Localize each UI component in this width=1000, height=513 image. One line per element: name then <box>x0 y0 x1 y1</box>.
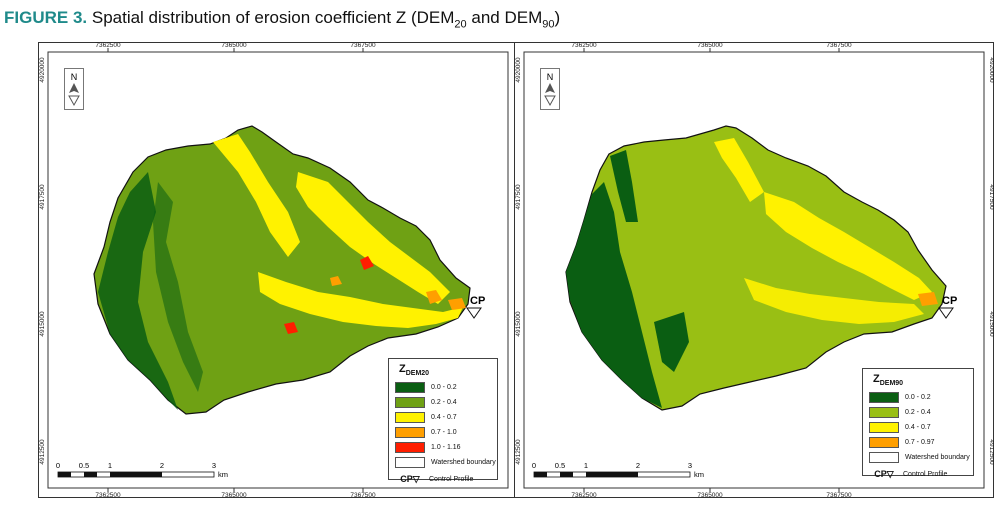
caption-end: ) <box>554 8 561 27</box>
legend-item: 0.7 - 1.0 <box>395 425 497 440</box>
bottom-tick-1: 7362500 <box>571 492 597 498</box>
zone-dem90-orange-1 <box>918 292 938 306</box>
legend-item: 0.2 - 0.4 <box>395 395 497 410</box>
legend-item: 0.7 - 0.97 <box>869 435 973 450</box>
cp-legend-icon: CP▽ <box>400 474 420 485</box>
scale-bar-dem90: 0 0.5 1 2 3 km <box>532 460 712 484</box>
zone-dem90-dark-patch <box>654 312 689 372</box>
scale-label-3: 3 <box>688 461 692 470</box>
legend-title: ZDEM20 <box>399 363 430 378</box>
bottom-tick-2: 7365000 <box>221 492 247 498</box>
watershed-map-dem20 <box>93 125 471 415</box>
scale-label-05: 0.5 <box>79 461 89 470</box>
scale-label-05: 0.5 <box>555 461 565 470</box>
cp-label-dem90: CP <box>942 295 957 307</box>
svg-text:N: N <box>547 72 554 82</box>
north-arrow-icon: N <box>64 68 84 110</box>
cp-label-dem20: CP <box>470 295 485 307</box>
cp-legend-icon: CP▽ <box>874 469 894 480</box>
zone-dem20-orange-2 <box>330 276 342 286</box>
zone-dem90-yellow-north <box>714 138 764 202</box>
svg-text:N: N <box>71 72 78 82</box>
legend-dem90: ZDEM90 0.0 - 0.2 0.2 - 0.4 0.4 - 0.7 0.7… <box>862 368 974 479</box>
left-tick-1: 4920000 <box>515 57 522 83</box>
zone-dem20-red-1 <box>360 256 374 270</box>
left-tick-2: 4917500 <box>39 184 46 210</box>
top-tick-1: 7362500 <box>571 42 597 49</box>
legend-item: 0.0 - 0.2 <box>395 380 497 395</box>
zone-dem20-red-2 <box>284 322 298 334</box>
scale-label-2: 2 <box>160 461 164 470</box>
zone-dem20-dark-west <box>98 172 178 410</box>
zone-dem20-orange-3 <box>448 298 466 310</box>
top-tick-2: 7365000 <box>697 42 723 49</box>
map-frame-dem90: 7362500 7365000 7367500 7362500 7365000 … <box>514 42 994 498</box>
map-panel-dem20: 7362500 7365000 7367500 7362500 7365000 … <box>38 42 518 498</box>
left-tick-4: 4912500 <box>515 439 522 465</box>
cp-marker-icon-dem20 <box>466 307 482 319</box>
zone-dem90-yellow-south <box>744 278 924 324</box>
left-tick-4: 4912500 <box>39 439 46 465</box>
legend-dem20: ZDEM20 0.0 - 0.2 0.2 - 0.4 0.4 - 0.7 0.7… <box>388 358 498 484</box>
legend-item: Watershed boundary <box>869 450 973 465</box>
zone-dem20-dark-stripes <box>153 182 203 392</box>
right-tick-2: 4917500 <box>988 184 994 210</box>
scale-label-2: 2 <box>636 461 640 470</box>
caption-sub-2: 90 <box>542 18 555 31</box>
legend-cp: CP▽ Control Profile <box>871 469 973 480</box>
scale-bar-dem20: 0 0.5 1 2 3 km <box>56 460 236 484</box>
scale-label-0: 0 <box>532 461 536 470</box>
map-frame-dem20: 7362500 7365000 7367500 7362500 7365000 … <box>38 42 518 498</box>
north-arrow-icon: N <box>540 68 560 110</box>
legend-item: Watershed boundary <box>395 455 497 470</box>
legend-title: ZDEM90 <box>873 373 904 388</box>
zone-dem90-dark-west <box>566 182 662 408</box>
legend-item: 0.2 - 0.4 <box>869 405 973 420</box>
top-tick-1: 7362500 <box>95 42 121 49</box>
legend-item: 0.4 - 0.7 <box>869 420 973 435</box>
caption-sub-1: 20 <box>454 18 467 31</box>
caption-text: Spatial distribution of erosion coeffici… <box>91 8 455 27</box>
figure-number: FIGURE 3. <box>4 8 88 27</box>
left-tick-1: 4920000 <box>39 57 46 83</box>
right-tick-3: 4915000 <box>988 311 994 337</box>
scale-label-1: 1 <box>584 461 588 470</box>
legend-item: 0.0 - 0.2 <box>869 390 973 405</box>
scale-label-1: 1 <box>108 461 112 470</box>
cp-marker-icon-dem90 <box>938 307 954 319</box>
figure-caption: FIGURE 3. Spatial distribution of erosio… <box>4 8 560 30</box>
legend-cp: CP▽ Control Profile <box>397 474 497 485</box>
bottom-tick-1: 7362500 <box>95 492 121 498</box>
scale-unit: km <box>694 470 704 479</box>
scale-label-3: 3 <box>212 461 216 470</box>
legend-item: 0.4 - 0.7 <box>395 410 497 425</box>
zone-dem20-yellow-north <box>213 134 300 257</box>
watershed-map-dem90 <box>565 125 947 411</box>
zone-dem20-yellow-central <box>296 172 450 304</box>
map-panel-dem90: 7362500 7365000 7367500 7362500 7365000 … <box>514 42 994 498</box>
scale-unit: km <box>218 470 228 479</box>
top-tick-3: 7367500 <box>826 42 852 49</box>
left-tick-3: 4915000 <box>39 311 46 337</box>
caption-mid: and DEM <box>466 8 543 27</box>
right-tick-4: 4912500 <box>988 439 994 465</box>
top-tick-3: 7367500 <box>350 42 376 49</box>
top-tick-2: 7365000 <box>221 42 247 49</box>
bottom-tick-3: 7367500 <box>350 492 376 498</box>
left-tick-3: 4915000 <box>515 311 522 337</box>
scale-label-0: 0 <box>56 461 60 470</box>
left-tick-2: 4917500 <box>515 184 522 210</box>
legend-item: 1.0 - 1.16 <box>395 440 497 455</box>
right-tick-1: 4920000 <box>988 57 994 83</box>
zone-dem90-dark-north <box>610 150 638 222</box>
zone-dem90-yellow-central <box>764 192 932 300</box>
zone-dem20-orange-1 <box>426 290 442 304</box>
zone-dem20-yellow-south <box>258 272 463 328</box>
bottom-tick-2: 7365000 <box>697 492 723 498</box>
bottom-tick-3: 7367500 <box>826 492 852 498</box>
